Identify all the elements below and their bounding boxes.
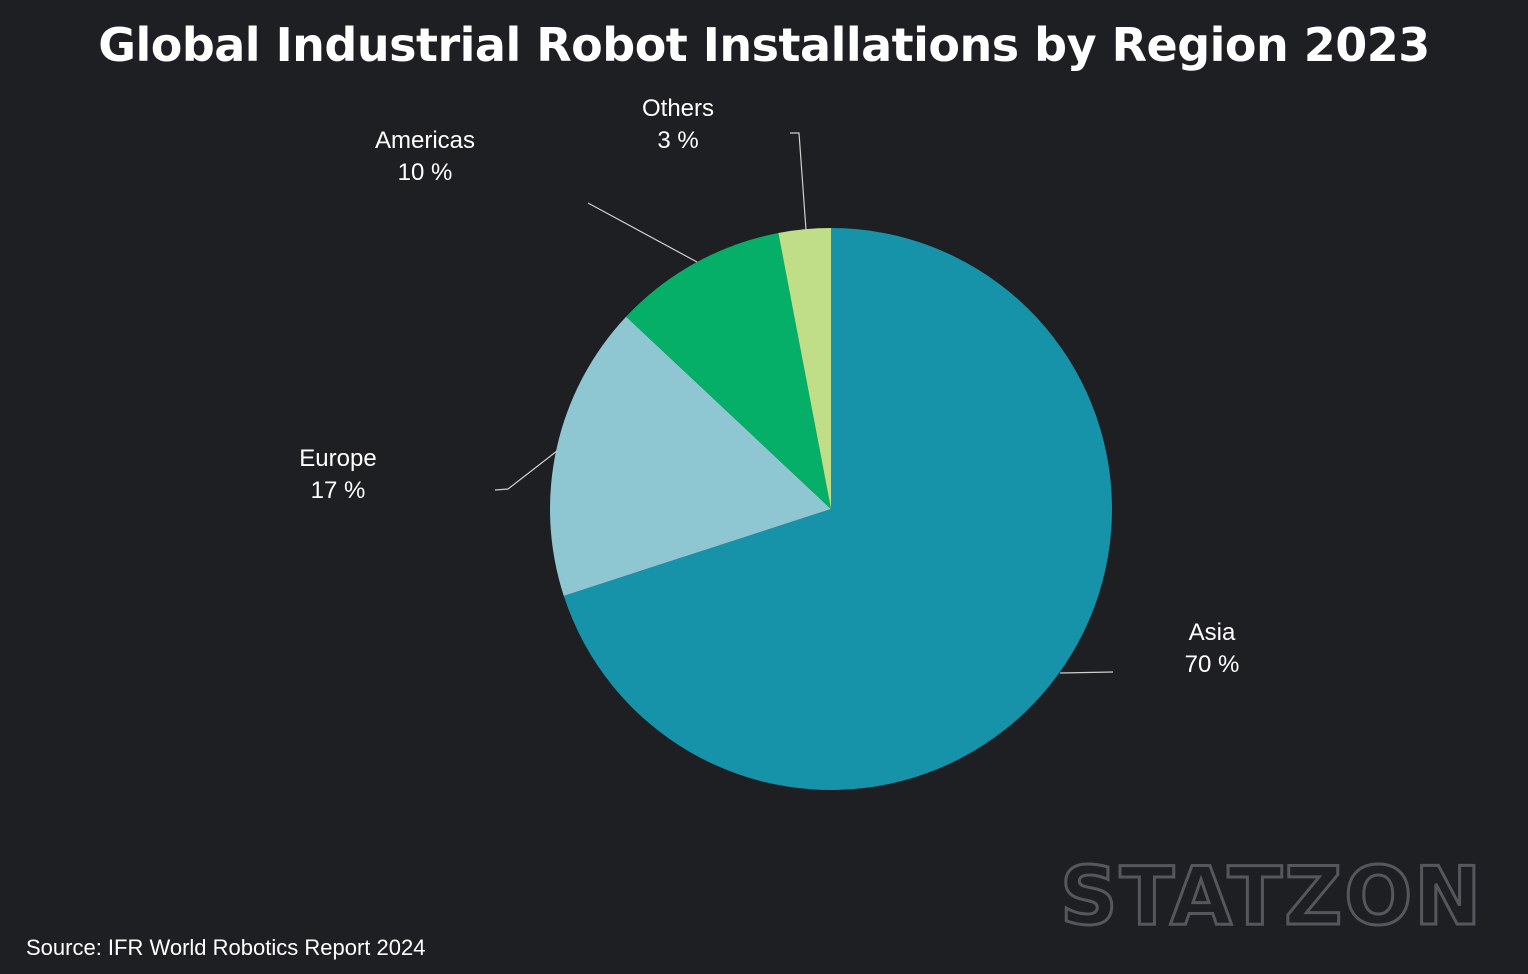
pie-slice-others — [778, 228, 831, 509]
pie-slice-asia — [563, 228, 1112, 791]
slice-value-others: 3 % — [657, 127, 698, 154]
slice-value-europe: 17 % — [311, 477, 366, 504]
source-note: Source: IFR World Robotics Report 2024 — [26, 935, 426, 960]
leader-line-europe — [494, 450, 558, 491]
slice-value-asia: 70 % — [1185, 651, 1240, 678]
slice-value-americas: 10 % — [398, 159, 453, 186]
svg-text:STATZON: STATZON — [1060, 850, 1483, 936]
slice-label-others: Others — [642, 95, 714, 122]
leader-line-others — [790, 132, 807, 231]
pie-slice-americas — [626, 232, 831, 510]
leader-line-americas — [587, 202, 698, 263]
pie-slice-europe — [549, 316, 831, 596]
slice-label-asia: Asia — [1189, 619, 1236, 646]
chart-title: Global Industrial Robot Installations by… — [98, 18, 1430, 72]
leader-line-asia — [1059, 671, 1114, 674]
slice-label-americas: Americas — [375, 127, 475, 154]
slice-label-europe: Europe — [299, 445, 376, 472]
statzon-watermark-logo: STATZON — [1060, 849, 1483, 937]
